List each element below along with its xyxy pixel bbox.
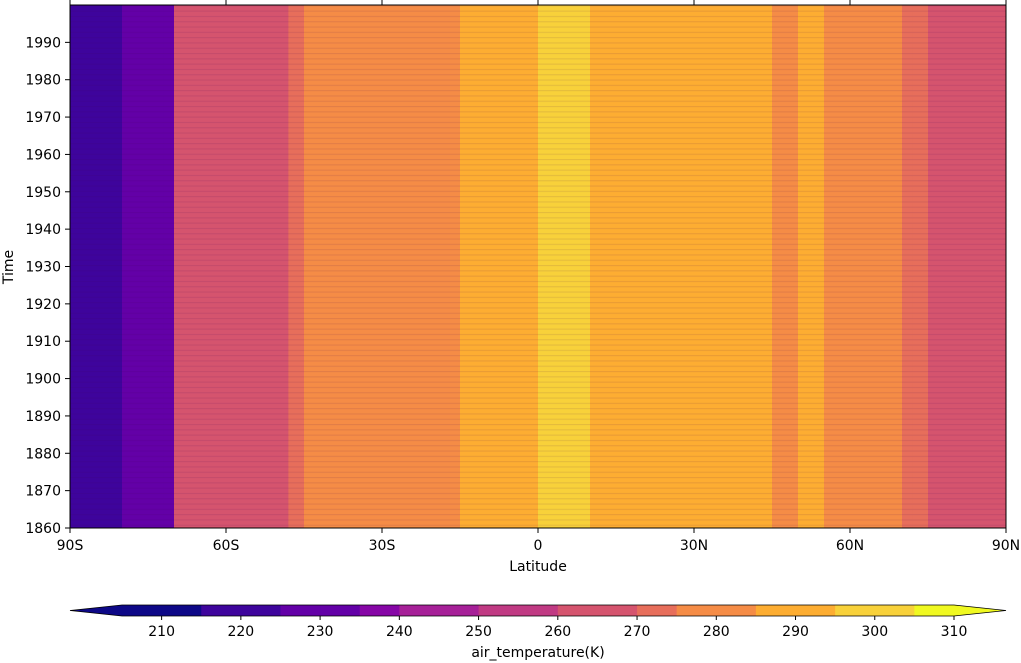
x-axis-ticks: 90S 60S 30S 0 30N 60N 90N xyxy=(57,0,1020,554)
colorbar-segment xyxy=(399,605,440,616)
y-tick-label: 1890 xyxy=(25,409,61,425)
y-tick-label: 1960 xyxy=(25,147,61,163)
colorbar-segment xyxy=(122,605,163,616)
colorbar-segment xyxy=(201,605,242,616)
x-tick-label: 30N xyxy=(680,538,708,554)
colorbar-segment xyxy=(438,605,480,616)
colorbar-segment xyxy=(280,605,321,616)
x-tick-label: 30S xyxy=(369,538,396,554)
colorbar-tick-label: 220 xyxy=(227,624,254,640)
colorbar-segment xyxy=(557,605,598,616)
x-tick-label: 60N xyxy=(836,538,864,554)
x-axis-label: Latitude xyxy=(509,559,567,575)
x-tick-label: 60S xyxy=(213,538,240,554)
x-tick-label: 0 xyxy=(534,538,543,554)
colorbar-tick-label: 210 xyxy=(148,624,175,640)
colorbar-segment xyxy=(835,605,876,616)
stripe-overlay xyxy=(70,5,1006,528)
colorbar-tick-label: 250 xyxy=(465,624,492,640)
y-axis-ticks: 1860 1870 1880 1890 1900 1910 1920 1930 1940 1950… xyxy=(25,35,70,537)
colorbar-tick-label: 240 xyxy=(386,624,413,640)
y-tick-label: 1910 xyxy=(25,334,61,350)
colorbar-extend-high xyxy=(954,605,1006,616)
colorbar-label: air_temperature(K) xyxy=(471,645,604,661)
colorbar-tick-label: 270 xyxy=(624,624,651,640)
colorbar-segment xyxy=(161,605,202,616)
y-tick-label: 1970 xyxy=(25,110,61,126)
colorbar-segment xyxy=(637,605,678,616)
y-tick-label: 1990 xyxy=(25,35,61,51)
colorbar-tick-label: 300 xyxy=(861,624,888,640)
y-axis-label: Time xyxy=(1,250,17,285)
colorbar-segment xyxy=(478,605,519,616)
y-tick-label: 1940 xyxy=(25,222,61,238)
y-tick-label: 1980 xyxy=(25,73,61,89)
colorbar-tick-label: 260 xyxy=(544,624,571,640)
colorbar-tick-label: 230 xyxy=(307,624,334,640)
x-tick-label: 90N xyxy=(992,538,1020,554)
y-tick-label: 1860 xyxy=(25,521,61,537)
colorbar-segment xyxy=(914,605,955,616)
colorbar-segment xyxy=(676,605,717,616)
colorbar-segment xyxy=(597,605,638,616)
colorbar-outline xyxy=(69,604,1007,617)
colorbar-extend-low xyxy=(70,605,122,616)
y-tick-label: 1950 xyxy=(25,185,61,201)
y-tick-label: 1870 xyxy=(25,484,61,500)
colorbar-tick-label: 310 xyxy=(941,624,968,640)
colorbar-tick-label: 290 xyxy=(782,624,809,640)
x-tick-label: 90S xyxy=(57,538,84,554)
y-tick-label: 1880 xyxy=(25,446,61,462)
colorbar-segment xyxy=(518,605,559,616)
y-tick-label: 1930 xyxy=(25,260,61,276)
colorbar-segment xyxy=(716,605,757,616)
colorbar-segment xyxy=(240,605,281,616)
colorbar-segment xyxy=(320,605,361,616)
colorbar-segment xyxy=(359,605,400,616)
y-tick-label: 1920 xyxy=(25,297,61,313)
colorbar: 210 220 230 240 250 260 270 280 290 300 310 xyxy=(69,604,1007,640)
colorbar-tick-label: 280 xyxy=(703,624,730,640)
y-tick-label: 1900 xyxy=(25,372,61,388)
colorbar-segment xyxy=(795,605,836,616)
colorbar-segment xyxy=(755,605,797,616)
colorbar-segment xyxy=(874,605,915,616)
